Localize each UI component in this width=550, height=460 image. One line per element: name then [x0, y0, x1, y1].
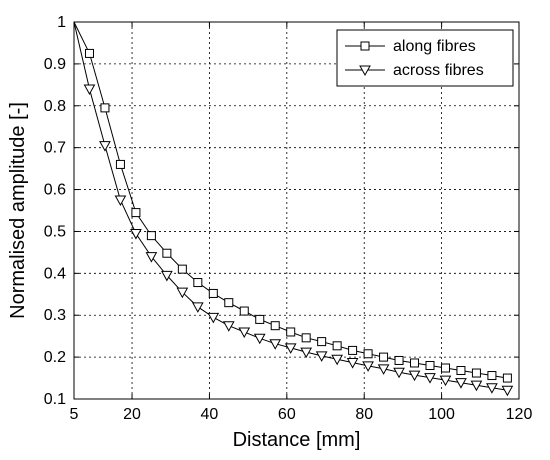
data-point [424, 373, 436, 384]
data-point [146, 231, 156, 241]
data-point [394, 355, 404, 365]
y-tick-label: 0.3 [44, 307, 66, 324]
data-point [239, 306, 249, 316]
legend-label: across fibres [393, 62, 484, 79]
x-tick-label: 120 [506, 406, 533, 423]
legend-entries: along fibres across fibres [345, 38, 484, 79]
data-point [83, 84, 96, 96]
data-point [269, 339, 282, 350]
data-point [470, 380, 483, 392]
data-point [177, 264, 187, 274]
y-axis-title: Normalised amplitude [-] [7, 102, 29, 319]
data-point [502, 373, 512, 383]
data-point [379, 352, 389, 362]
data-point [300, 347, 313, 359]
data-point [191, 302, 204, 313]
data-point [425, 360, 435, 370]
data-point [130, 229, 142, 240]
data-point [315, 351, 328, 362]
x-tick-label: 60 [278, 406, 296, 423]
data-point [301, 333, 311, 343]
y-tick-label: 0.9 [44, 56, 66, 73]
data-point [193, 278, 203, 288]
data-point [471, 368, 481, 378]
data-point [377, 364, 390, 375]
x-tick-label: 20 [123, 406, 141, 423]
y-tick-label: 0.4 [44, 265, 66, 282]
x-tick-label: 40 [201, 406, 219, 423]
data-point [362, 361, 374, 372]
data-point [255, 314, 265, 324]
series-layer [73, 21, 514, 397]
data-point [317, 337, 327, 347]
data-point [161, 270, 173, 282]
data-point [238, 327, 251, 339]
data-point [100, 103, 110, 113]
data-point [253, 333, 266, 345]
legend-box [336, 29, 514, 87]
y-tick-label: 1 [57, 14, 66, 31]
data-point [222, 321, 235, 332]
legend-marker [359, 65, 371, 77]
legend-marker [360, 41, 370, 51]
y-tick-label: 0.5 [44, 223, 66, 240]
data-point [348, 345, 358, 355]
legend-label: along fibres [393, 38, 476, 55]
x-tick-label: 5 [70, 406, 79, 423]
data-point [84, 48, 94, 58]
data-point [99, 141, 111, 152]
data-point [393, 367, 405, 379]
legend-entry: along fibres [345, 38, 476, 55]
data-point [456, 366, 466, 376]
data-point [439, 375, 452, 387]
data-point [440, 363, 450, 373]
data-point [410, 358, 420, 368]
data-point [224, 298, 234, 308]
legend-entry: across fibres [345, 62, 484, 79]
data-point [114, 195, 127, 207]
data-point [455, 378, 467, 389]
x-tick-label: 80 [355, 406, 373, 423]
legend: along fibres across fibres [336, 29, 514, 87]
y-tick-label: 0.7 [44, 140, 66, 157]
data-point [176, 287, 189, 299]
data-point [208, 288, 218, 298]
data-point [346, 358, 359, 369]
data-point [408, 370, 421, 382]
plot-frame [73, 21, 520, 400]
data-point [331, 354, 343, 366]
y-tick-label: 0.6 [44, 182, 66, 199]
data-point [286, 327, 296, 337]
data-point [115, 159, 125, 169]
y-tick-label: 0.2 [44, 349, 66, 366]
data-point [162, 248, 172, 258]
x-tick-label: 100 [428, 406, 455, 423]
y-tick-label: 0.1 [44, 391, 66, 408]
x-axis-title: Distance [mm] [233, 429, 361, 451]
y-tick-label: 0.8 [44, 98, 66, 115]
data-point [131, 208, 141, 218]
data-point [501, 385, 514, 397]
data-point [284, 343, 297, 354]
data-point [363, 349, 373, 359]
data-point [207, 312, 220, 324]
axis-ticks: 5 20 40 60 80 100 120 0.1 0.2 0.3 0.4 0.5 0.6 0.7 0.8 0… [44, 14, 533, 423]
data-point [487, 371, 497, 381]
data-point [270, 321, 280, 331]
series-0 [73, 21, 512, 383]
data-point [332, 341, 342, 351]
data-point [145, 252, 158, 263]
data-point [486, 383, 498, 394]
series-1 [73, 21, 514, 397]
